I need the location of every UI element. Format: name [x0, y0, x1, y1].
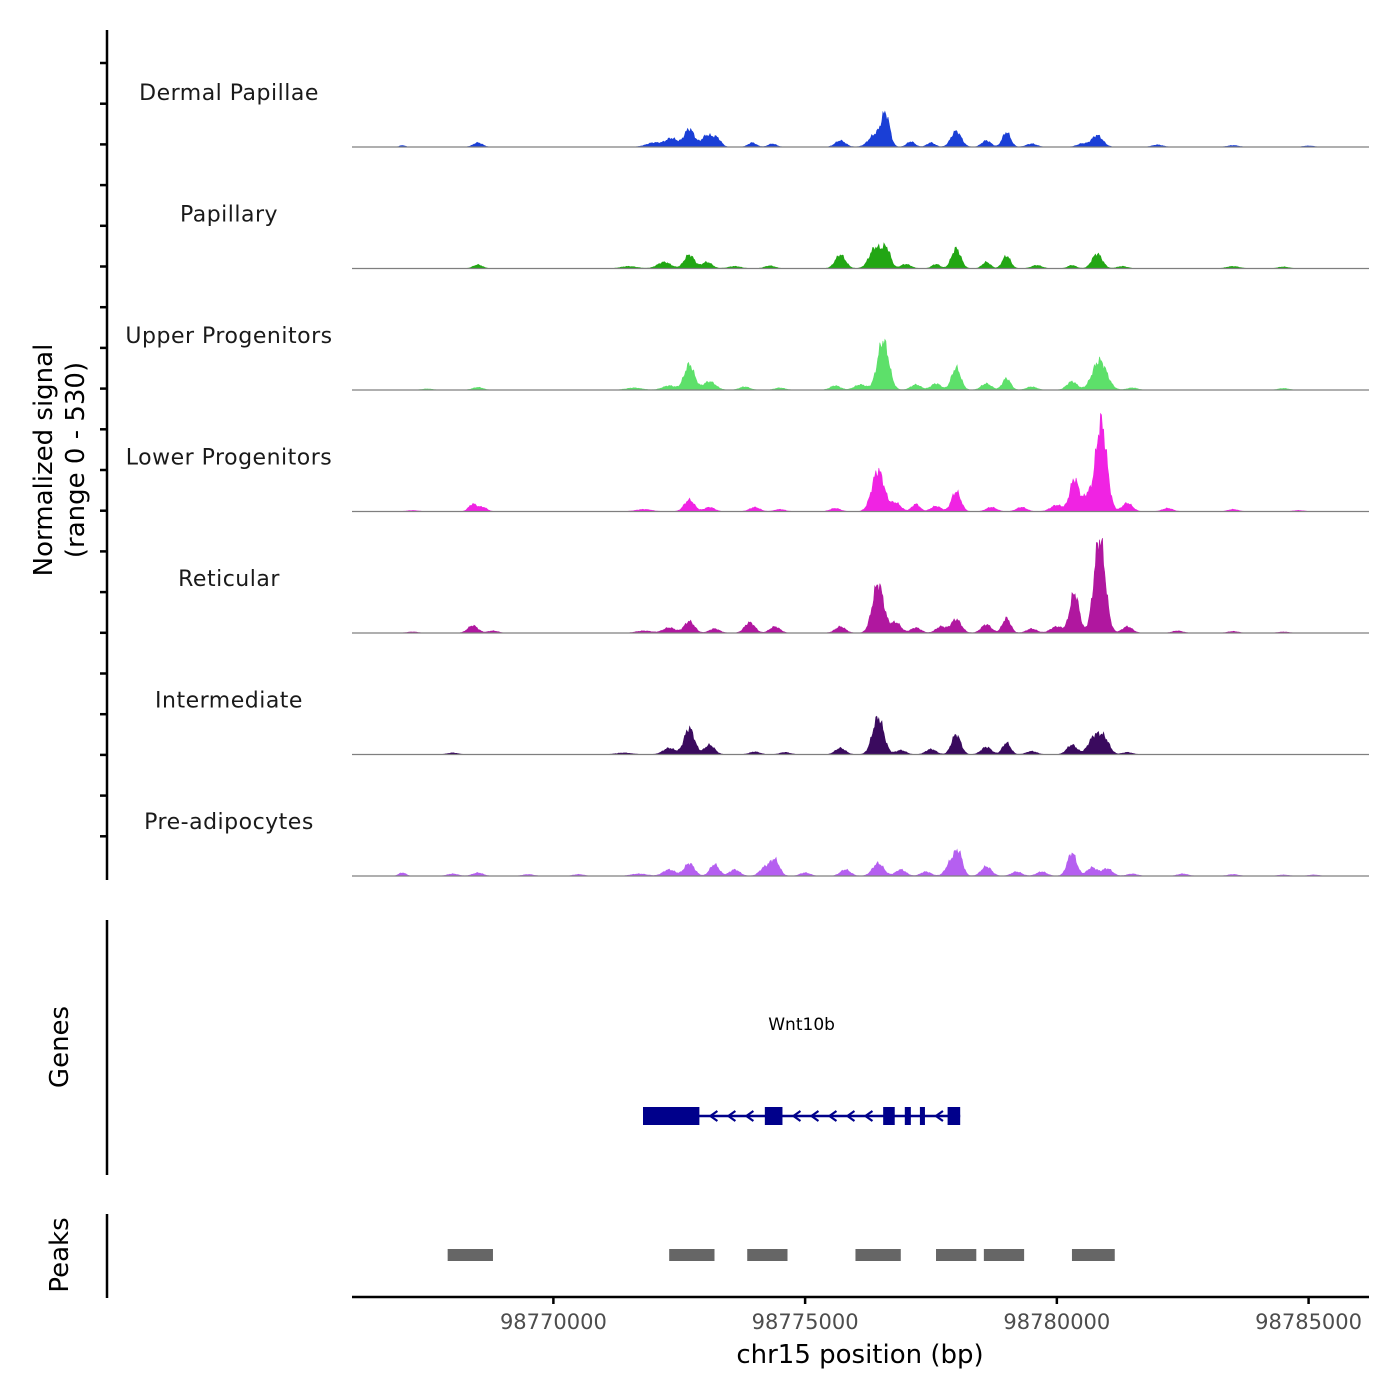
gene-name-label: Wnt10b	[768, 1015, 835, 1035]
signal-y-axis-label-line2: (range 0 - 530)	[61, 362, 91, 558]
x-tick-label: 98770000	[500, 1310, 607, 1334]
track-label: Intermediate	[155, 689, 303, 714]
track-label: Reticular	[178, 567, 280, 592]
track-lower-progenitors: Lower Progenitors	[126, 412, 1369, 513]
track-label: Pre-adipocytes	[144, 810, 314, 835]
signal-area	[352, 412, 1369, 512]
track-dermal-papillae: Dermal Papillae	[139, 81, 1369, 148]
strand-arrow	[934, 1110, 944, 1122]
signal-area	[352, 715, 1369, 755]
peak-region	[936, 1249, 977, 1261]
strand-arrow	[708, 1110, 719, 1122]
x-tick-label: 98775000	[752, 1310, 859, 1334]
peak-region	[747, 1249, 788, 1261]
x-axis-title: chr15 position (bp)	[736, 1340, 983, 1370]
track-label: Papillary	[180, 203, 278, 228]
strand-arrow	[809, 1110, 820, 1122]
strand-arrow	[845, 1110, 856, 1122]
signal-area	[352, 538, 1369, 634]
gene-model: Wnt10b	[643, 1015, 961, 1125]
peaks-axis-label: Peaks	[45, 1217, 75, 1292]
peaks-panel	[105, 1214, 1115, 1298]
gene-exon	[643, 1107, 700, 1125]
track-label: Upper Progenitors	[125, 324, 332, 349]
signal-area	[352, 848, 1369, 877]
signal-y-axis-range-label: (range 0 - 530)	[61, 362, 91, 558]
track-papillary: Papillary	[180, 203, 1369, 270]
signal-area	[352, 110, 1369, 148]
x-tick-label: 98785000	[1255, 1310, 1362, 1334]
x-axis: 98770000 98775000 98780000 98785000	[352, 1295, 1369, 1334]
gene-exon	[764, 1107, 783, 1125]
track-intermediate: Intermediate	[155, 689, 1369, 756]
strand-arrow	[726, 1110, 737, 1122]
peak-region	[983, 1249, 1025, 1261]
track-label: Lower Progenitors	[126, 446, 332, 471]
track-upper-progenitors: Upper Progenitors	[125, 324, 1369, 391]
gene-exon	[904, 1107, 911, 1125]
peak-region	[1071, 1249, 1115, 1261]
genes-panel: Wnt10b	[105, 920, 961, 1175]
signal-panel: Dermal Papillae Papillary Upper Progenitor…	[100, 30, 1369, 880]
signal-area	[352, 338, 1369, 391]
strand-arrow	[827, 1110, 838, 1122]
gene-exon	[883, 1107, 895, 1125]
track-label: Dermal Papillae	[139, 81, 319, 106]
peak-region	[855, 1249, 901, 1261]
signal-y-axis-label-line1: Normalized signal	[29, 344, 59, 577]
x-tick-label: 98780000	[1003, 1310, 1110, 1334]
gene-exon	[919, 1107, 925, 1125]
strand-arrow	[744, 1110, 755, 1122]
peak-region	[447, 1249, 493, 1261]
track-reticular: Reticular	[178, 538, 1369, 634]
strand-arrow	[791, 1110, 802, 1122]
track-pre-adipocytes: Pre-adipocytes	[144, 810, 1369, 877]
peak-region	[669, 1249, 715, 1261]
gene-exon	[947, 1107, 961, 1125]
genes-axis-label: Genes	[45, 1006, 75, 1088]
signal-y-axis-label: Normalized signal	[29, 344, 59, 577]
strand-arrow	[863, 1110, 874, 1122]
signal-area	[352, 242, 1369, 269]
